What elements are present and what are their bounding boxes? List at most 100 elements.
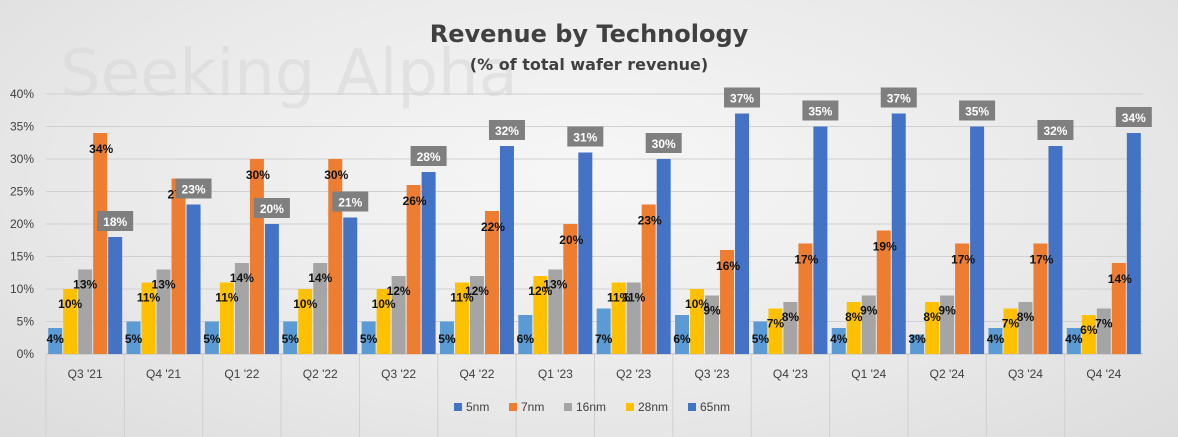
data-label-box (724, 87, 761, 108)
legend-swatch-28nm (626, 403, 634, 411)
bar-7nm-5 (484, 211, 499, 354)
data-label-16nm: 11% (622, 291, 646, 305)
y-tick-label: 35% (10, 120, 34, 134)
bar-7nm-6 (563, 224, 578, 354)
data-label-16nm: 9% (703, 304, 721, 318)
bar-5nm-9 (813, 126, 828, 354)
data-label-16nm: 13% (543, 278, 567, 292)
data-label-5nm: 30% (652, 137, 676, 151)
bar-7nm-10 (876, 230, 891, 354)
data-label-28nm: 10% (372, 297, 396, 311)
bar-5nm-4 (421, 172, 436, 354)
bar-035m-0 (48, 328, 63, 354)
bar-28nm-9 (768, 308, 783, 354)
bar-16nm-9 (783, 302, 798, 354)
bar-5nm-2 (264, 224, 279, 354)
data-label-28nm: 6% (1080, 323, 1098, 337)
data-label-65nm: 3% (908, 332, 926, 346)
chart-subtitle: (% of total wafer revenue) (470, 55, 708, 74)
x-tick-label: Q4 '22 (459, 367, 494, 381)
bar-16nm-4 (391, 276, 406, 354)
data-label-box (645, 133, 682, 153)
data-label-7nm: 17% (1029, 253, 1053, 267)
bar-7nm-12 (1033, 243, 1048, 354)
x-tick-label: Q2 '23 (616, 367, 651, 381)
data-label-16nm: 14% (308, 271, 332, 285)
bar-035m-4 (361, 321, 376, 354)
data-label-16nm: 8% (782, 310, 800, 324)
bar-7nm-2 (249, 159, 264, 354)
data-label-65nm: 6% (673, 332, 691, 346)
bar-035m-2 (204, 321, 219, 354)
x-tick-label: Q1 '22 (224, 367, 259, 381)
x-tick-label: Q4 '21 (146, 367, 181, 381)
legend-label-28nm: 28nm (638, 400, 668, 414)
data-label-box (802, 100, 839, 121)
data-label-65nm: 4% (830, 332, 848, 346)
data-label-box (1115, 107, 1152, 127)
bar-035m-10 (831, 328, 846, 354)
bar-035m-11 (910, 334, 925, 354)
data-label-7nm: 20% (559, 233, 583, 247)
legend-swatch-65nm (688, 403, 696, 411)
data-label-box (1037, 120, 1074, 140)
data-label-28nm: 11% (607, 291, 631, 305)
data-label-16nm: 12% (465, 284, 489, 298)
data-label-65nm: 5% (125, 332, 143, 346)
bar-7nm-4 (406, 185, 421, 354)
data-label-16nm: 12% (387, 284, 411, 298)
legend-label-16nm: 16nm (576, 400, 606, 414)
bar-5nm-0 (108, 237, 123, 354)
x-tick-label: Q3 '24 (1008, 367, 1043, 381)
data-label-28nm: 11% (215, 291, 239, 305)
y-tick-label: 10% (10, 282, 34, 296)
x-tick-label: Q2 '22 (303, 367, 338, 381)
chart-title: Revenue by Technology (430, 20, 749, 48)
bar-7nm-3 (328, 159, 343, 354)
data-label-5nm: 28% (417, 150, 441, 164)
data-label-65nm: 4% (987, 332, 1005, 346)
bar-28nm-8 (690, 289, 705, 354)
data-label-65nm: 7% (595, 332, 613, 346)
data-label-65nm: 4% (47, 332, 65, 346)
y-tick-label: 25% (10, 185, 34, 199)
data-label-5nm: 32% (495, 124, 519, 138)
bar-28nm-6 (533, 276, 548, 354)
data-label-65nm: 4% (1065, 332, 1083, 346)
data-label-7nm: 30% (324, 168, 348, 182)
x-tick-label: Q3 '22 (381, 367, 416, 381)
y-tick-label: 40% (10, 87, 34, 101)
bar-035m-5 (439, 321, 454, 354)
y-tick-label: 5% (17, 315, 35, 329)
data-label-box (488, 120, 525, 140)
data-label-box (332, 191, 369, 212)
bar-035m-8 (675, 315, 690, 354)
bar-7nm-13 (1111, 263, 1126, 354)
bar-5nm-7 (656, 159, 671, 354)
data-label-16nm: 9% (860, 304, 878, 318)
bar-28nm-7 (611, 282, 626, 354)
data-label-box (253, 198, 290, 218)
data-label-7nm: 17% (951, 253, 975, 267)
bar-5nm-3 (343, 217, 358, 354)
bar-5nm-10 (891, 113, 906, 354)
bar-5nm-11 (970, 126, 985, 354)
y-tick-label: 30% (10, 152, 34, 166)
data-label-28nm: 10% (293, 297, 317, 311)
data-label-box (880, 87, 917, 108)
data-label-5nm: 31% (573, 131, 597, 145)
bar-16nm-8 (705, 295, 720, 354)
bar-28nm-2 (219, 282, 234, 354)
bar-7nm-0 (93, 133, 108, 354)
bar-7nm-8 (720, 250, 735, 354)
bar-28nm-4 (376, 289, 391, 354)
data-label-28nm: 10% (685, 297, 709, 311)
data-label-65nm: 5% (360, 332, 378, 346)
data-label-7nm: 19% (873, 240, 897, 254)
data-label-5nm: 34% (1122, 111, 1146, 125)
data-label-28nm: 12% (528, 284, 552, 298)
bar-16nm-12 (1018, 302, 1033, 354)
data-label-28nm: 11% (450, 291, 474, 305)
data-label-5nm: 20% (260, 202, 284, 216)
